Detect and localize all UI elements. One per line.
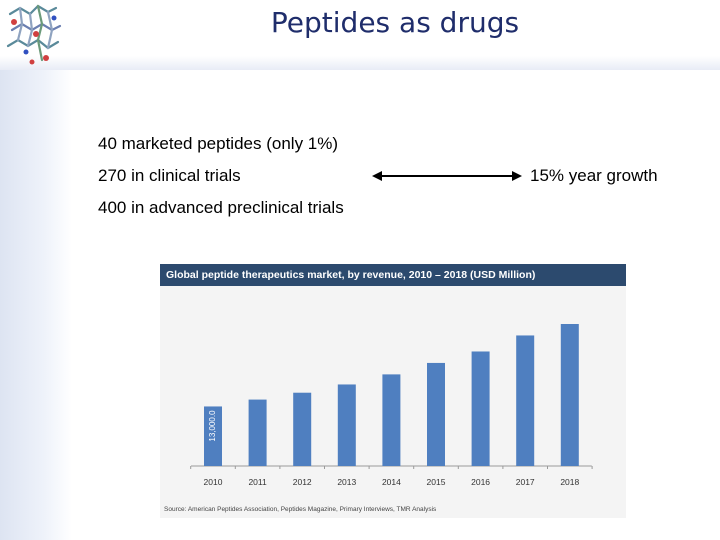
- x-tick-label-2016: 2016: [471, 477, 490, 487]
- x-tick-label-2017: 2017: [516, 477, 535, 487]
- x-tick-label-2011: 2011: [248, 477, 267, 487]
- bar-2015: [427, 362, 445, 466]
- double-arrow-icon: [372, 171, 522, 181]
- bar-2014: [382, 374, 401, 466]
- left-decor-band: [0, 0, 72, 540]
- x-tick-label-2014: 2014: [382, 477, 401, 487]
- bar-2010: [204, 406, 222, 466]
- chart-plot: 2010 13,000.0 2011 2012 2013 2014 2015 2016 2017…: [190, 324, 593, 487]
- x-tick-label-2018: 2018: [560, 477, 579, 487]
- bar-2017: [516, 335, 535, 466]
- bar-2016: [471, 351, 490, 466]
- bullet-preclinical-trials: 400 in advanced preclinical trials: [98, 198, 344, 217]
- slide-title: Peptides as drugs: [270, 6, 520, 39]
- bullet-marketed-peptides: 40 marketed peptides (only 1%): [98, 134, 339, 153]
- market-chart: Global peptide therapeutics market, by r…: [160, 264, 626, 518]
- x-tick-label-2010: 2010: [204, 477, 223, 487]
- chart-title: Global peptide therapeutics market, by r…: [160, 264, 626, 286]
- bullet-clinical-trials: 270 in clinical trials: [98, 166, 241, 185]
- bar-2012: [293, 392, 312, 466]
- chart-source: Source: American Peptides Association, P…: [164, 506, 437, 513]
- x-tick-label-2013: 2013: [337, 477, 356, 487]
- bar-2013: [337, 384, 356, 466]
- bar-2011: [248, 399, 267, 466]
- x-tick-label-2012: 2012: [293, 477, 312, 487]
- x-tick-label-2015: 2015: [427, 477, 446, 487]
- growth-label: 15% year growth: [530, 166, 658, 185]
- bar-2018: [560, 324, 579, 466]
- top-decor-band: [0, 0, 720, 70]
- peptide-molecule-icon: [6, 4, 62, 65]
- data-label-2010: 13,000.0: [208, 410, 217, 442]
